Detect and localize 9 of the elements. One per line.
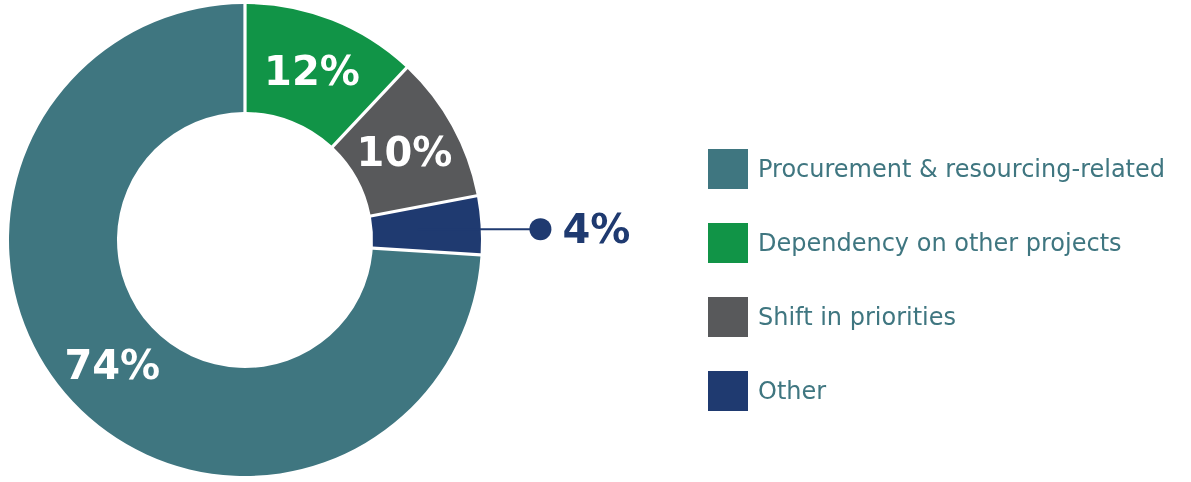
- legend-label: Shift in priorities: [758, 303, 957, 331]
- legend-label: Dependency on other projects: [758, 229, 1122, 257]
- donut-slice: [9, 4, 481, 476]
- data-label: 10%: [356, 129, 453, 176]
- legend-label: Procurement & resourcing-related: [758, 155, 1166, 183]
- legend-label: Other: [758, 377, 827, 405]
- data-label: 4%: [562, 206, 631, 253]
- data-label: 12%: [264, 47, 360, 94]
- data-label: 74%: [64, 341, 161, 388]
